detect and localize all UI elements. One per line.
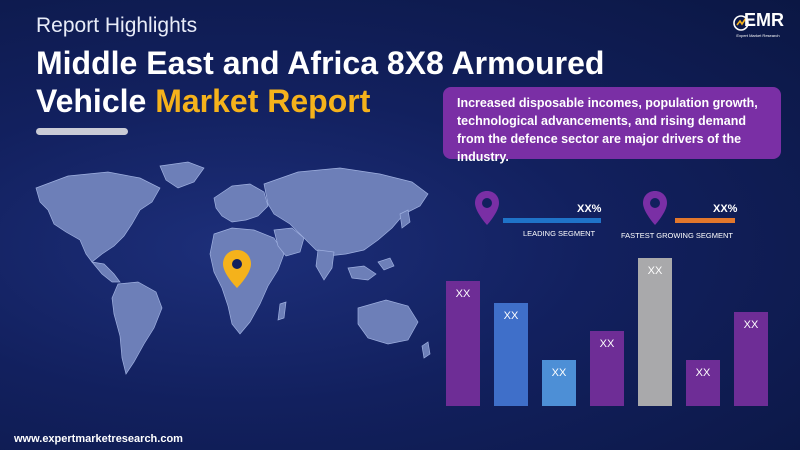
chart-bar: XX xyxy=(494,303,528,406)
fastest-segment-value: XX% xyxy=(713,203,738,215)
chart-bar-label: XX xyxy=(503,310,519,322)
bar-chart: XX XX XX XX XX XX XX xyxy=(446,258,776,406)
page-title: Middle East and Africa 8X8 Armoured Vehi… xyxy=(36,44,636,120)
logo-text: EMR xyxy=(744,10,784,30)
leading-segment-pin-icon xyxy=(475,191,499,225)
report-highlights-subtitle: Report Highlights xyxy=(36,14,198,37)
chart-bar: XX xyxy=(734,312,768,406)
fastest-segment-bar xyxy=(675,218,735,223)
fastest-segment-pin-icon xyxy=(643,191,667,225)
chart-bar: XX xyxy=(686,360,720,406)
map-location-pin-icon xyxy=(223,250,251,288)
chart-bar-label: XX xyxy=(455,288,471,300)
title-highlight: Market Report xyxy=(155,83,371,119)
chart-bar-label: XX xyxy=(743,319,759,331)
info-box: Increased disposable incomes, population… xyxy=(443,87,781,164)
title-line-1: Middle East and Africa 8X8 Armoured xyxy=(36,45,605,81)
footer-url: www.expertmarketresearch.com xyxy=(14,433,183,445)
chart-bar-label: XX xyxy=(695,367,711,379)
title-underline xyxy=(36,128,128,135)
fastest-segment-label: FASTEST GROWING SEGMENT xyxy=(621,231,733,240)
chart-bar: XX xyxy=(590,331,624,406)
logo-tagline: Expert Market Research xyxy=(736,33,780,38)
world-map-icon xyxy=(35,161,431,375)
chart-bar-label: XX xyxy=(551,367,567,379)
leading-segment-value: XX% xyxy=(577,203,602,215)
leading-segment-bar xyxy=(503,218,601,223)
emr-logo-icon xyxy=(733,15,749,31)
leading-segment-label: LEADING SEGMENT xyxy=(523,229,596,238)
chart-bar: XX xyxy=(542,360,576,406)
chart-bar: XX xyxy=(638,258,672,406)
title-line-2-prefix: Vehicle xyxy=(36,83,156,119)
chart-bar-label: XX xyxy=(647,265,663,277)
chart-bar-label: XX xyxy=(599,338,615,350)
chart-bar: XX xyxy=(446,281,480,406)
